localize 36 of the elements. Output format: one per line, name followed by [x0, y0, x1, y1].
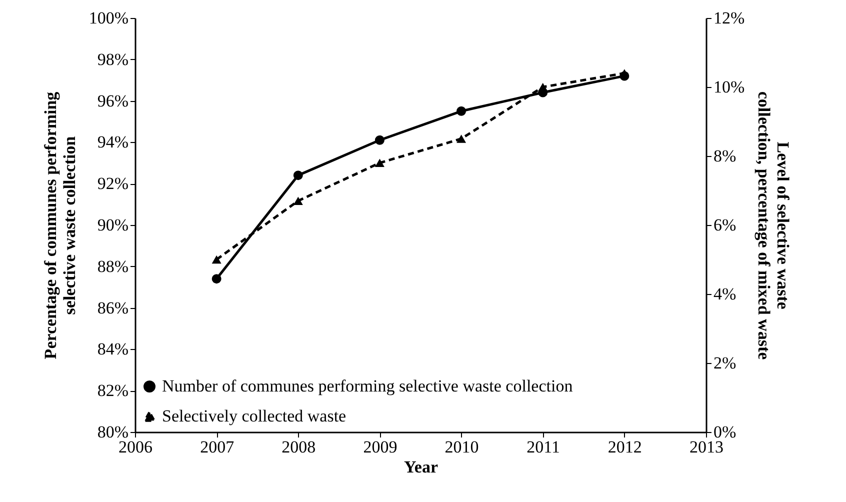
y2-tick-label: 2%: [714, 354, 736, 372]
legend-label: Selectively collected waste: [162, 406, 346, 426]
x-tick-label: 2011: [526, 438, 560, 456]
x-tick-label: 2009: [363, 438, 398, 456]
point: [456, 134, 466, 143]
point: [456, 106, 466, 116]
y-tick-label: 86%: [97, 298, 128, 318]
point: [212, 274, 222, 284]
point: [374, 135, 384, 145]
point: [538, 82, 548, 92]
y2-tick-label: 10%: [714, 78, 745, 96]
point: [212, 255, 222, 264]
y-tick-label: 94%: [97, 132, 128, 152]
x-axis-title: Year: [404, 458, 438, 476]
y-axis-title: Percentage of communes performing selective waste collection: [40, 91, 79, 360]
y-tick-label: 88%: [97, 256, 128, 276]
y-tick-label: 98%: [97, 50, 128, 69]
y2-tick-label: 8%: [714, 146, 736, 166]
x-tick-label: 2010: [444, 438, 479, 456]
point: [293, 196, 303, 205]
point: [374, 158, 384, 168]
y2-tick-label: 4%: [714, 284, 736, 304]
x-tick-label: 2008: [282, 438, 316, 456]
x-tick-label: 2012: [608, 438, 642, 456]
x-tick-label: 2007: [200, 438, 235, 456]
y-tick-label: 96%: [97, 91, 128, 110]
y2-tick-label: 12%: [714, 8, 745, 28]
legend-label: Number of communes performing selective waste collection: [162, 376, 574, 396]
y-tick-label: 100%: [88, 8, 128, 28]
y2-axis-title: Level of selective waste collection, percentage of mixed waste: [754, 91, 793, 360]
y-tick-label: 84%: [97, 340, 128, 359]
y-tick-label: 82%: [97, 381, 128, 400]
point: [293, 170, 303, 180]
y-tick-label: 90%: [97, 216, 128, 234]
y2-tick-label: 6%: [714, 216, 736, 234]
y-tick-label: 92%: [97, 174, 128, 194]
